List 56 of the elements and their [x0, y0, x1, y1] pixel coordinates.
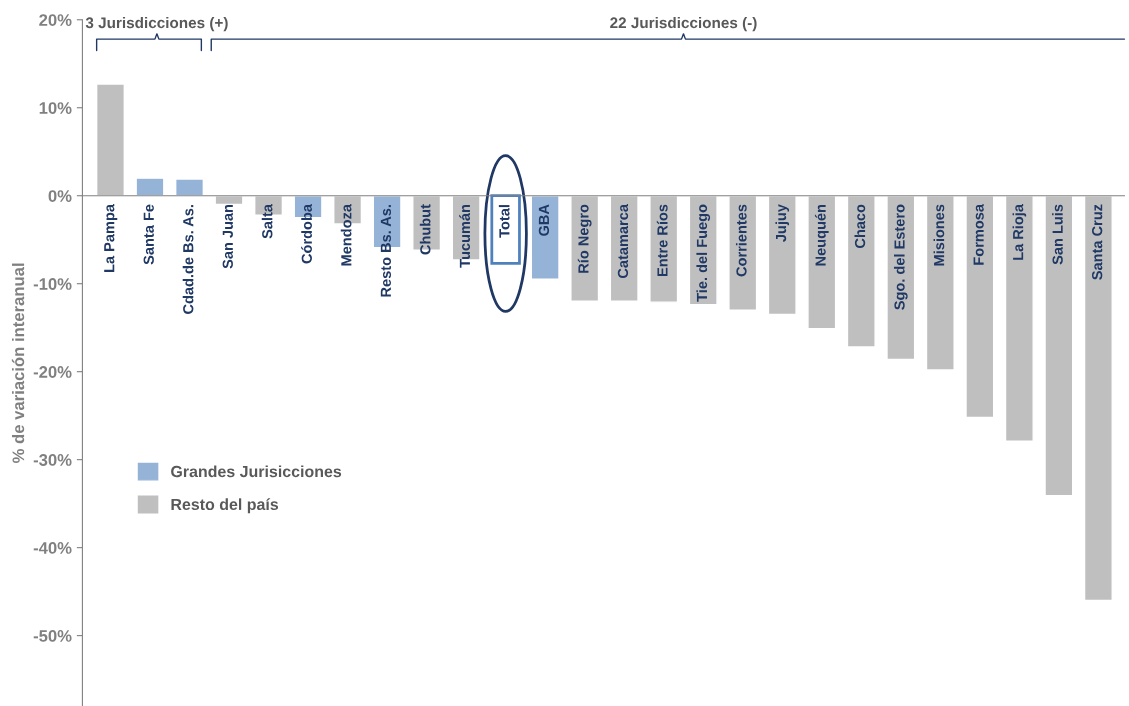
bar: [886, 195, 916, 361]
x-tick-label: Entre Ríos: [656, 204, 668, 277]
bar: [95, 83, 126, 197]
x-tick-label: Neuquén: [814, 204, 829, 266]
x-tick-label: La Pampa: [104, 203, 118, 272]
x-tick-label: Chubut: [419, 204, 431, 255]
bar: [490, 194, 521, 265]
bar: [1083, 195, 1113, 602]
x-tick-label: Salta: [261, 203, 273, 239]
x-tick-label: Santa Fe: [143, 204, 154, 265]
bar: [135, 177, 165, 197]
x-tick-label: Jujuy: [775, 204, 790, 242]
bar: [649, 195, 679, 303]
bar: [1044, 195, 1074, 497]
bar: [925, 195, 955, 371]
x-tick-label: Santa Cruz: [1091, 204, 1103, 280]
x-tick-label: Río Negro: [577, 204, 592, 273]
y-tick-label: 0%: [48, 190, 72, 202]
bar: [174, 178, 205, 197]
x-tick-label: San Juan: [222, 204, 233, 269]
x-tick-label: Tucumán: [459, 204, 471, 268]
y-tick-label: -30%: [33, 454, 72, 466]
bar: [807, 195, 837, 330]
legend-label: Resto del país: [171, 498, 279, 514]
y-tick-label: 20%: [39, 14, 72, 26]
x-tick-label: Resto Bs. As.: [380, 205, 392, 297]
bar: [767, 195, 797, 316]
y-tick-label: -40%: [33, 542, 72, 554]
x-tick-label: Córdoba: [301, 203, 312, 264]
bar: [570, 195, 600, 302]
x-tick-label: Mendoza: [340, 203, 352, 266]
x-tick-label: Chaco: [854, 204, 866, 249]
bar: [530, 195, 560, 280]
x-tick-label: GBA: [538, 204, 550, 236]
y-tick-label: -50%: [33, 630, 72, 642]
y-axis-title: % de variación interanual: [11, 263, 25, 463]
x-tick-label: Sgo. del Estero: [893, 204, 908, 310]
bar: [965, 195, 995, 419]
x-tick-label: Cdad.de Bs. As.: [182, 205, 194, 314]
bar: [1004, 195, 1034, 442]
x-tick-label: Misiones: [933, 204, 945, 266]
x-tick-label: Total: [498, 205, 510, 238]
x-tick-label: Tie. del Fuego: [696, 204, 711, 302]
bar: [728, 195, 758, 311]
y-tick-label: -20%: [33, 366, 72, 378]
x-tick-label: San Luis: [1052, 204, 1063, 265]
y-tick-label: -10%: [33, 278, 72, 290]
x-tick-label: La Rioja: [1012, 203, 1027, 260]
x-tick-label: Catamarca: [617, 203, 629, 279]
y-tick-label: 10%: [39, 102, 72, 114]
bar: [846, 195, 876, 348]
legend-label: Grandes Jurisicciones: [171, 465, 342, 478]
x-tick-label: Corrientes: [735, 204, 747, 277]
annotation: 22 Jurisdicciones (-): [610, 16, 757, 32]
x-tick-label: Formosa: [973, 203, 984, 265]
annotation: 3 Jurisdicciones (+): [85, 16, 228, 32]
